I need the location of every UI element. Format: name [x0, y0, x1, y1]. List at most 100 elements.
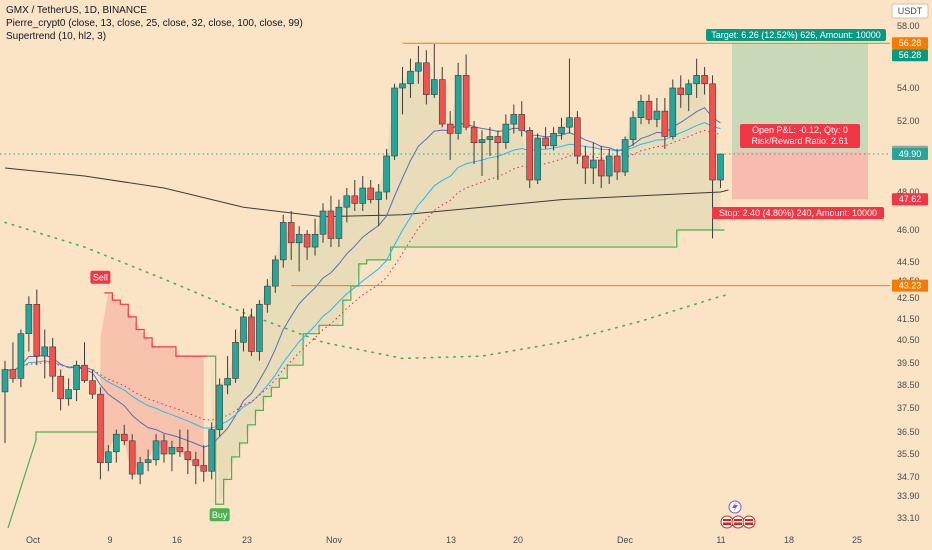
- candle[interactable]: [176, 429, 184, 457]
- candle[interactable]: [160, 434, 168, 463]
- candle[interactable]: [526, 127, 534, 188]
- candle[interactable]: [264, 279, 271, 313]
- candle[interactable]: [613, 148, 621, 180]
- candle[interactable]: [446, 111, 454, 160]
- candle[interactable]: [240, 308, 247, 352]
- candle[interactable]: [534, 133, 541, 184]
- candle[interactable]: [248, 308, 255, 357]
- candle[interactable]: [566, 58, 573, 134]
- candle[interactable]: [208, 422, 215, 480]
- candle[interactable]: [677, 75, 685, 108]
- candle[interactable]: [597, 145, 605, 188]
- candle[interactable]: [343, 188, 351, 223]
- event-icons[interactable]: [720, 500, 756, 529]
- candle[interactable]: [49, 337, 57, 392]
- candle[interactable]: [399, 67, 406, 115]
- candle[interactable]: [41, 329, 49, 379]
- candle[interactable]: [33, 289, 41, 366]
- candle[interactable]: [470, 121, 478, 164]
- candle[interactable]: [184, 429, 192, 475]
- currency-badge[interactable]: [891, 3, 929, 19]
- candle[interactable]: [224, 356, 231, 395]
- supertrend-indicator-label[interactable]: Supertrend (10, hl2, 3): [6, 31, 107, 42]
- candle[interactable]: [216, 378, 223, 437]
- time-axis[interactable]: Oct 9 16 23 Nov 13 20 Dec 11 18 25: [26, 535, 862, 545]
- candle[interactable]: [232, 329, 239, 383]
- candle[interactable]: [327, 195, 335, 248]
- candle[interactable]: [17, 329, 25, 388]
- price-axis[interactable]: 58.0056.0054.0052.0050.0048.0046.0044.50…: [890, 0, 932, 550]
- candle[interactable]: [629, 111, 637, 146]
- candle[interactable]: [351, 180, 359, 211]
- signal-sell[interactable]: Sell: [90, 270, 111, 284]
- candle[interactable]: [701, 67, 708, 95]
- candle[interactable]: [367, 180, 375, 204]
- candle[interactable]: [359, 176, 367, 211]
- candle[interactable]: [653, 97, 661, 128]
- candle[interactable]: [423, 50, 430, 105]
- candle[interactable]: [97, 387, 104, 480]
- candle[interactable]: [621, 136, 629, 177]
- candle[interactable]: [415, 46, 422, 84]
- candle[interactable]: [192, 451, 200, 485]
- candle[interactable]: [73, 360, 80, 402]
- candle[interactable]: [128, 434, 136, 480]
- candle[interactable]: [9, 342, 17, 383]
- candle[interactable]: [407, 58, 414, 98]
- symbol-title[interactable]: GMX / TetherUS, 1D, BINANCE: [6, 5, 147, 16]
- candle[interactable]: [518, 101, 526, 137]
- candle[interactable]: [685, 79, 693, 112]
- candle[interactable]: [256, 300, 263, 361]
- candle[interactable]: [454, 62, 462, 140]
- candle[interactable]: [717, 153, 724, 188]
- candle[interactable]: [589, 142, 597, 184]
- candle[interactable]: [303, 230, 311, 260]
- candle[interactable]: [89, 369, 96, 399]
- candle[interactable]: [391, 83, 398, 160]
- candle[interactable]: [542, 127, 549, 149]
- candle[interactable]: [462, 54, 470, 131]
- candle[interactable]: [319, 203, 327, 243]
- candle[interactable]: [637, 94, 645, 125]
- candle[interactable]: [311, 218, 319, 256]
- candle[interactable]: [383, 148, 390, 200]
- candle[interactable]: [669, 79, 677, 140]
- candle[interactable]: [105, 445, 112, 472]
- candle[interactable]: [430, 44, 438, 98]
- candle[interactable]: [65, 378, 72, 406]
- candle[interactable]: [438, 67, 446, 128]
- candle[interactable]: [81, 342, 88, 383]
- candle[interactable]: [693, 58, 700, 98]
- stop-label[interactable]: Stop: 2.40 (4.80%) 240, Amount: 10000: [712, 207, 884, 219]
- candle[interactable]: [661, 97, 669, 149]
- candle[interactable]: [574, 111, 581, 164]
- candle[interactable]: [200, 445, 208, 482]
- candle[interactable]: [335, 199, 343, 248]
- stop-zone[interactable]: [732, 151, 868, 200]
- candle[interactable]: [271, 255, 279, 293]
- candle[interactable]: [287, 211, 295, 260]
- candle[interactable]: [152, 434, 160, 466]
- candle[interactable]: [486, 127, 494, 156]
- candle[interactable]: [279, 214, 287, 268]
- signal-buy[interactable]: Buy: [209, 508, 230, 522]
- candle[interactable]: [113, 429, 120, 463]
- candle[interactable]: [645, 94, 653, 125]
- target-label[interactable]: Target: 6.26 (12.52%) 626, Amount: 10000: [706, 29, 886, 41]
- candle[interactable]: [375, 184, 382, 227]
- candle[interactable]: [558, 117, 565, 140]
- candle[interactable]: [168, 440, 176, 472]
- candle[interactable]: [494, 130, 502, 180]
- candle[interactable]: [550, 127, 557, 151]
- candle[interactable]: [582, 145, 589, 184]
- candle[interactable]: [510, 104, 518, 134]
- candle[interactable]: [144, 449, 152, 472]
- candle[interactable]: [478, 130, 486, 176]
- ma-indicator-label[interactable]: Pierre_crypt0 (close, 13, close, 25, clo…: [6, 18, 303, 29]
- candle[interactable]: [502, 114, 510, 149]
- candle[interactable]: [1, 360, 9, 443]
- candle[interactable]: [605, 148, 613, 184]
- candle[interactable]: [136, 456, 144, 485]
